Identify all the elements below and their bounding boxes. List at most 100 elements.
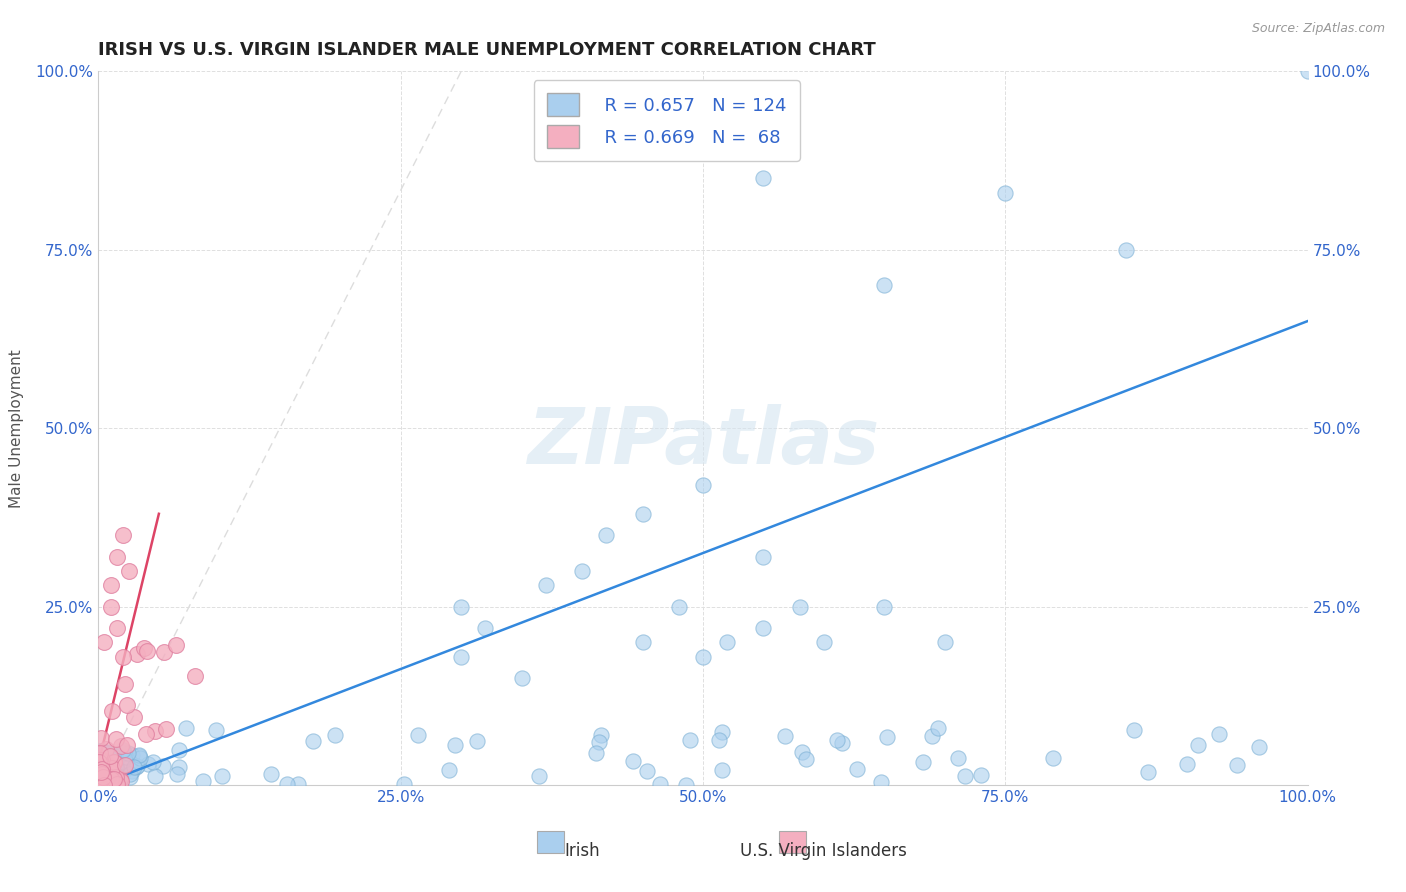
- Point: [752, 549, 775, 564]
- Point: [692, 478, 714, 492]
- Point: [585, 746, 607, 760]
- FancyBboxPatch shape: [779, 831, 806, 853]
- Point: [94, 778, 117, 792]
- Text: U.S. Virgin Islanders: U.S. Virgin Islanders: [741, 842, 907, 860]
- Point: [105, 760, 128, 774]
- Point: [450, 599, 472, 614]
- Point: [143, 769, 166, 783]
- Point: [87, 752, 110, 766]
- Point: [100, 770, 122, 784]
- Point: [450, 649, 472, 664]
- Point: [103, 765, 125, 780]
- Point: [692, 649, 714, 664]
- Point: [107, 756, 129, 771]
- Point: [87, 776, 110, 790]
- Point: [93, 774, 115, 789]
- Point: [301, 734, 323, 748]
- Point: [91, 770, 114, 784]
- Point: [970, 768, 993, 782]
- Point: [510, 671, 533, 685]
- Point: [87, 744, 110, 758]
- Point: [91, 769, 114, 783]
- Point: [112, 753, 135, 767]
- Point: [870, 775, 893, 789]
- Point: [167, 743, 190, 757]
- Point: [90, 771, 112, 785]
- Point: [90, 767, 112, 781]
- Point: [191, 774, 214, 789]
- Point: [97, 760, 120, 774]
- Point: [790, 745, 813, 759]
- Point: [125, 760, 148, 774]
- Point: [103, 755, 125, 769]
- Point: [91, 753, 114, 767]
- Point: [595, 528, 617, 542]
- Point: [825, 732, 848, 747]
- Point: [91, 745, 114, 759]
- Point: [93, 778, 115, 792]
- Point: [465, 733, 488, 747]
- Point: [115, 738, 138, 752]
- Point: [921, 729, 943, 743]
- Point: [111, 649, 134, 664]
- Point: [98, 749, 121, 764]
- Point: [165, 638, 187, 652]
- Point: [90, 758, 112, 772]
- Point: [100, 599, 122, 614]
- Point: [90, 757, 112, 772]
- Point: [94, 777, 117, 791]
- Point: [122, 710, 145, 724]
- Point: [118, 564, 141, 578]
- Point: [103, 748, 125, 763]
- Point: [112, 764, 135, 779]
- Point: [711, 724, 734, 739]
- Point: [152, 759, 174, 773]
- Point: [260, 766, 283, 780]
- Point: [118, 766, 141, 780]
- FancyBboxPatch shape: [537, 831, 564, 853]
- Point: [1136, 765, 1159, 780]
- Point: [90, 731, 112, 745]
- Point: [110, 739, 132, 753]
- Point: [406, 728, 429, 742]
- Legend:   R = 0.657   N = 124,   R = 0.669   N =  68: R = 0.657 N = 124, R = 0.669 N = 68: [534, 80, 800, 161]
- Point: [127, 759, 149, 773]
- Point: [94, 768, 117, 782]
- Point: [631, 507, 654, 521]
- Point: [571, 564, 593, 578]
- Point: [276, 776, 298, 790]
- Point: [934, 635, 956, 649]
- Point: [205, 723, 228, 738]
- Point: [105, 549, 128, 564]
- Point: [105, 731, 128, 746]
- Point: [174, 722, 197, 736]
- Text: IRISH VS U.S. VIRGIN ISLANDER MALE UNEMPLOYMENT CORRELATION CHART: IRISH VS U.S. VIRGIN ISLANDER MALE UNEMP…: [98, 41, 876, 59]
- Point: [323, 728, 346, 742]
- Point: [94, 742, 117, 756]
- Point: [143, 724, 166, 739]
- Point: [118, 760, 141, 774]
- Point: [588, 734, 610, 748]
- Point: [105, 770, 128, 784]
- Point: [90, 764, 112, 779]
- Point: [392, 777, 415, 791]
- Point: [108, 772, 131, 786]
- Point: [97, 770, 120, 784]
- Point: [155, 723, 177, 737]
- Point: [621, 754, 644, 768]
- Point: [114, 758, 136, 772]
- Text: Irish: Irish: [564, 842, 600, 860]
- Point: [437, 763, 460, 777]
- Point: [679, 732, 702, 747]
- Point: [100, 704, 122, 718]
- Point: [87, 755, 110, 769]
- Point: [716, 635, 738, 649]
- Point: [136, 643, 159, 657]
- Point: [135, 727, 157, 741]
- Point: [105, 776, 128, 790]
- Point: [831, 736, 853, 750]
- Point: [94, 746, 117, 760]
- Point: [110, 770, 132, 784]
- Point: [114, 749, 136, 764]
- Point: [474, 621, 496, 635]
